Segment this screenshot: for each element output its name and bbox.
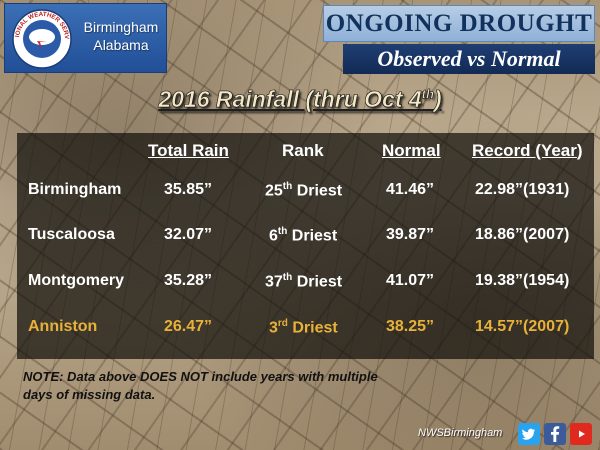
header-record: Record (Year) bbox=[472, 141, 583, 161]
row-rank: 3rd Driest bbox=[269, 318, 338, 337]
row-rank: 37th Driest bbox=[265, 272, 342, 291]
social-handle: NWSBirmingham bbox=[418, 427, 503, 439]
rainfall-table: Total Rain Rank Normal Record (Year) Bir… bbox=[17, 133, 594, 359]
office-name: Birmingham Alabama bbox=[75, 18, 167, 54]
table-title-main: 2016 Rainfall (thru Oct 4 bbox=[158, 86, 422, 113]
header-total-rain: Total Rain bbox=[148, 141, 229, 160]
row-rank-sup: rd bbox=[277, 318, 288, 329]
row-city: Birmingham bbox=[28, 181, 122, 198]
header-rank: Rank bbox=[282, 141, 324, 160]
row-rank-num: 6 bbox=[269, 227, 278, 245]
office-state: Alabama bbox=[93, 37, 149, 53]
table-title-sup: th bbox=[421, 86, 434, 102]
row-record: 18.86”(2007) bbox=[475, 226, 570, 243]
page-subtitle: Observed vs Normal bbox=[343, 44, 595, 74]
row-rank-sup: th bbox=[282, 181, 293, 192]
table-title-end: ) bbox=[433, 86, 442, 113]
header-normal: Normal bbox=[382, 141, 441, 160]
row-rank-word: Driest bbox=[287, 319, 338, 337]
data-note: NOTE: Data above DOES NOT include years … bbox=[23, 369, 378, 402]
row-total-rain: 35.85” bbox=[164, 181, 213, 198]
row-city: Tuscaloosa bbox=[28, 226, 115, 243]
table-row: Montgomery 35.28” 37th Driest 41.07” 19.… bbox=[17, 272, 594, 296]
table-title: 2016 Rainfall (thru Oct 4th) bbox=[0, 86, 600, 113]
row-rank-sup: th bbox=[277, 226, 288, 237]
row-normal: 41.46” bbox=[386, 181, 435, 198]
row-rank-num: 37 bbox=[265, 273, 283, 291]
row-total-rain: 26.47” bbox=[164, 318, 213, 335]
row-rank-word: Driest bbox=[287, 227, 338, 245]
row-normal: 41.07” bbox=[386, 272, 435, 289]
row-normal: 38.25” bbox=[386, 318, 435, 335]
row-rank: 6th Driest bbox=[269, 226, 337, 245]
table-row: Birmingham 35.85” 25th Driest 41.46” 22.… bbox=[17, 181, 594, 205]
header-record-label: Record (Year bbox=[472, 141, 577, 160]
table-row-highlighted: Anniston 26.47” 3rd Driest 38.25” 14.57”… bbox=[17, 318, 594, 342]
row-normal: 39.87” bbox=[386, 226, 435, 243]
nws-logo-icon: NATIONAL WEATHER SERVICE bbox=[11, 8, 72, 69]
table-row: Tuscaloosa 32.07” 6th Driest 39.87” 18.8… bbox=[17, 226, 594, 250]
page-title: ONGOING DROUGHT bbox=[323, 5, 595, 42]
youtube-icon[interactable] bbox=[570, 423, 592, 445]
row-rank-word: Driest bbox=[292, 182, 343, 200]
row-rank-num: 3 bbox=[269, 319, 278, 337]
nws-office-badge: NATIONAL WEATHER SERVICE Birmingham Alab… bbox=[4, 3, 167, 73]
row-record: 22.98”(1931) bbox=[475, 181, 570, 198]
row-rank: 25th Driest bbox=[265, 181, 342, 200]
office-city: Birmingham bbox=[83, 19, 159, 35]
row-rank-num: 25 bbox=[265, 182, 283, 200]
row-city: Anniston bbox=[28, 318, 98, 335]
twitter-icon[interactable] bbox=[518, 423, 540, 445]
row-city: Montgomery bbox=[28, 272, 124, 289]
row-rank-word: Driest bbox=[292, 273, 343, 291]
row-record: 19.38”(1954) bbox=[475, 272, 570, 289]
row-total-rain: 35.28” bbox=[164, 272, 213, 289]
header-record-end: ) bbox=[576, 141, 583, 160]
row-total-rain: 32.07” bbox=[164, 226, 213, 243]
row-rank-sup: th bbox=[282, 272, 293, 283]
facebook-icon[interactable] bbox=[544, 423, 566, 445]
row-record: 14.57”(2007) bbox=[475, 318, 570, 335]
